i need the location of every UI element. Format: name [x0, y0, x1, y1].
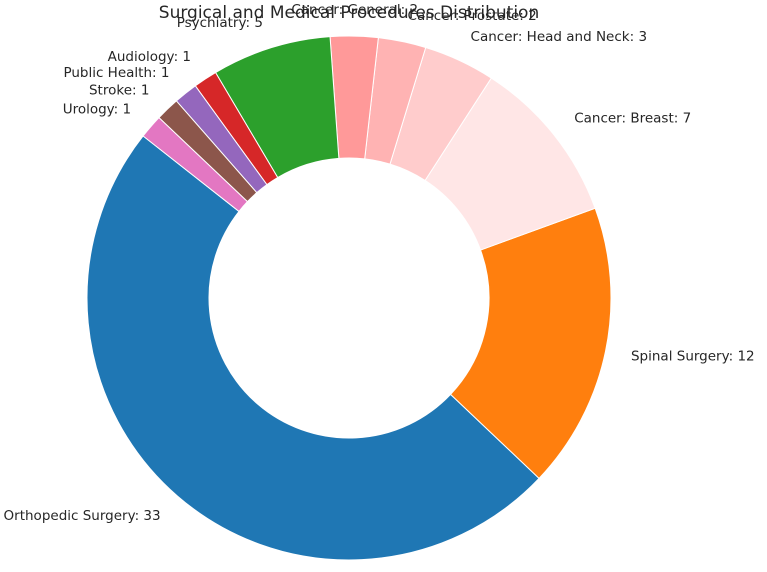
- label-urology: Urology: 1: [63, 102, 131, 118]
- slice-orthopedic-surgery: [86, 135, 540, 561]
- label-public-health: Public Health: 1: [63, 65, 169, 81]
- label-spinal-surgery: Spinal Surgery: 12: [631, 349, 755, 365]
- label-orthopedic-surgery: Orthopedic Surgery: 33: [4, 508, 161, 524]
- chart-title: Surgical and Medical Procedures Distribu…: [159, 3, 539, 23]
- label-cancer-breast: Cancer: Breast: 7: [574, 110, 691, 126]
- label-stroke: Stroke: 1: [89, 82, 149, 98]
- slice-urology: [142, 116, 249, 213]
- slice-group: [86, 35, 612, 561]
- slice-spinal-surgery: [449, 207, 612, 480]
- label-psychiatry: Psychiatry: 5: [177, 15, 263, 31]
- label-cancer-prostate: Cancer: Prostate: 2: [408, 8, 537, 24]
- label-audiology: Audiology: 1: [108, 49, 191, 65]
- label-group: Orthopedic Surgery: 33 Spinal Surgery: 12…: [4, 2, 755, 524]
- label-cancer-head-and-neck: Cancer: Head and Neck: 3: [471, 29, 647, 45]
- label-cancer-general: Cancer: General: 2: [291, 2, 418, 18]
